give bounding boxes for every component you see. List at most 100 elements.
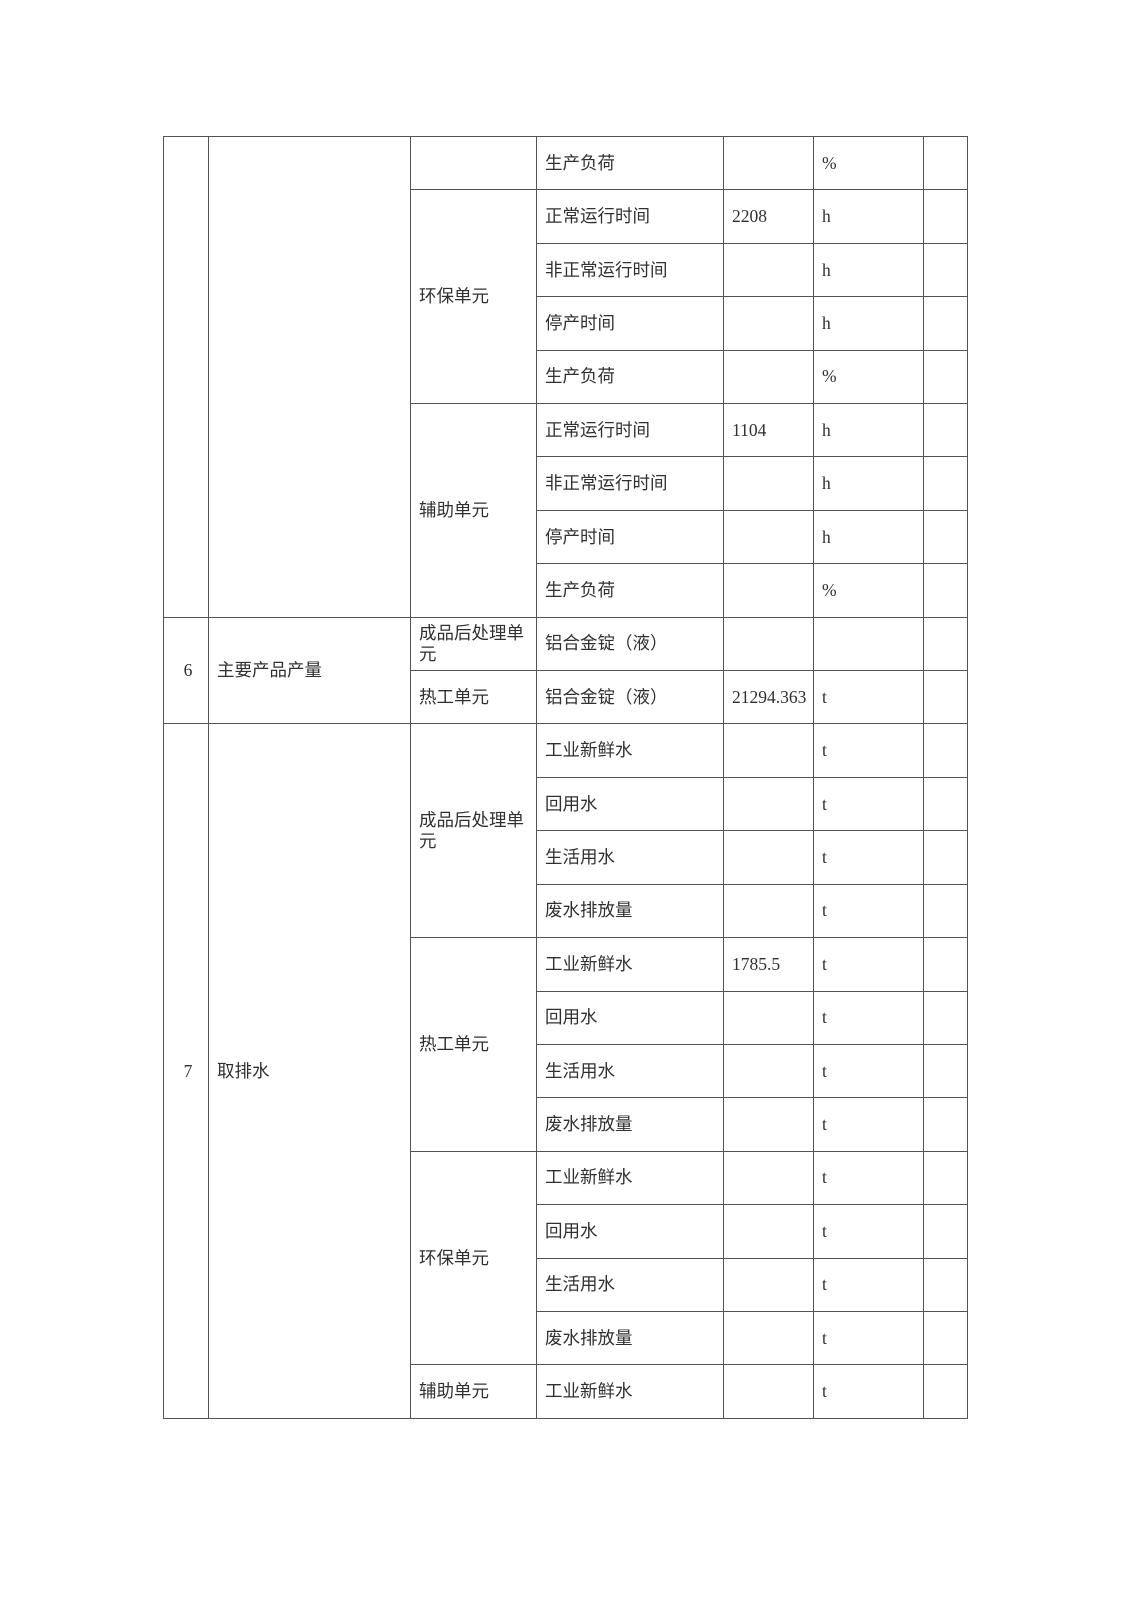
unit-cell: t	[813, 883, 924, 939]
unit-cell: %	[813, 563, 924, 618]
value-cell	[723, 1043, 814, 1099]
table-row: 生产负荷 %	[164, 563, 968, 618]
unit-cell: t	[813, 1043, 924, 1099]
unit-cell	[813, 616, 924, 672]
unit-group-cell: 热工单元	[410, 937, 537, 1152]
remark-cell	[923, 1043, 968, 1099]
remark-cell	[923, 403, 968, 458]
item-cell: 铝合金锭（液）	[536, 616, 724, 672]
item-cell: 停产时间	[536, 296, 724, 351]
remark-cell	[923, 563, 968, 618]
table-row: 废水排放量 t	[164, 1310, 968, 1366]
value-cell	[723, 509, 814, 565]
remark-cell	[923, 135, 968, 191]
section-index-cell	[163, 136, 209, 618]
unit-group-cell: 热工单元	[410, 670, 537, 725]
unit-group-cell: 辅助单元	[410, 1364, 537, 1419]
table-row: 辅助单元 工业新鲜水 t	[164, 1364, 968, 1419]
item-cell: 生产负荷	[536, 135, 724, 191]
remark-cell	[923, 509, 968, 565]
section-index-cell: 7	[163, 723, 209, 1419]
value-cell	[723, 242, 814, 298]
unit-cell: h	[813, 189, 924, 244]
table-row: 非正常运行时间 h	[164, 456, 968, 511]
table-row: 辅助单元 正常运行时间 1104 h	[164, 403, 968, 618]
unit-cell: t	[813, 723, 924, 778]
remark-cell	[923, 616, 968, 672]
unit-cell: t	[813, 937, 924, 992]
remark-cell	[923, 937, 968, 992]
item-cell: 生产负荷	[536, 349, 724, 405]
value-cell	[723, 456, 814, 511]
remark-cell	[923, 189, 968, 244]
unit-cell: t	[813, 1204, 924, 1259]
table-row: 生活用水 t	[164, 1257, 968, 1312]
unit-cell: t	[813, 990, 924, 1045]
value-cell	[723, 723, 814, 778]
unit-cell: t	[813, 670, 924, 725]
table-row: 回用水 t	[164, 1204, 968, 1259]
value-cell	[723, 1364, 814, 1419]
remark-cell	[923, 349, 968, 405]
value-cell	[723, 990, 814, 1045]
report-table: 生产负荷 % 环保单元 正常运行时间 2208 h 非正常运行时间 h 停产时间…	[163, 135, 968, 1419]
table-row: 生活用水 t	[164, 830, 968, 885]
remark-cell	[923, 1150, 968, 1206]
item-cell: 废水排放量	[536, 1310, 724, 1366]
remark-cell	[923, 1310, 968, 1366]
value-cell: 21294.363	[723, 670, 814, 725]
item-cell: 废水排放量	[536, 1097, 724, 1152]
section-category-cell	[208, 136, 411, 618]
value-cell	[723, 1204, 814, 1259]
unit-group-cell: 辅助单元	[410, 403, 537, 618]
value-cell	[723, 1097, 814, 1152]
table-row: 7 取排水 成品后处理单元 工业新鲜水 t	[163, 723, 968, 1419]
unit-cell: %	[813, 349, 924, 405]
item-cell: 回用水	[536, 1204, 724, 1259]
table-row: 废水排放量 t	[164, 883, 968, 939]
value-cell	[723, 1150, 814, 1206]
unit-cell: h	[813, 242, 924, 298]
unit-cell: h	[813, 403, 924, 458]
item-cell: 工业新鲜水	[536, 723, 724, 778]
table-row: 非正常运行时间 h	[164, 242, 968, 298]
remark-cell	[923, 242, 968, 298]
value-cell	[723, 830, 814, 885]
item-cell: 生产负荷	[536, 563, 724, 618]
remark-cell	[923, 296, 968, 351]
item-cell: 生活用水	[536, 1257, 724, 1312]
value-cell	[723, 563, 814, 618]
item-cell: 工业新鲜水	[536, 1150, 724, 1206]
table-row: 生产负荷 %	[164, 349, 968, 405]
value-cell	[723, 883, 814, 939]
table-row: 停产时间 h	[164, 296, 968, 351]
unit-group-cell: 成品后处理单元	[410, 723, 537, 939]
remark-cell	[923, 456, 968, 511]
value-cell	[723, 776, 814, 832]
unit-cell: t	[813, 1150, 924, 1206]
item-cell: 正常运行时间	[536, 189, 724, 244]
unit-group-cell: 环保单元	[410, 189, 537, 405]
table-row: 回用水 t	[164, 990, 968, 1045]
item-cell: 工业新鲜水	[536, 937, 724, 992]
remark-cell	[923, 1257, 968, 1312]
item-cell: 回用水	[536, 776, 724, 832]
table-row: 热工单元 铝合金锭（液） 21294.363 t	[164, 670, 968, 725]
item-cell: 生活用水	[536, 1043, 724, 1099]
unit-cell: %	[813, 135, 924, 191]
remark-cell	[923, 776, 968, 832]
item-cell: 生活用水	[536, 830, 724, 885]
section-index-cell: 6	[163, 616, 209, 725]
value-cell	[723, 616, 814, 672]
item-cell: 非正常运行时间	[536, 242, 724, 298]
value-cell	[723, 349, 814, 405]
table-row: 废水排放量 t	[164, 1097, 968, 1152]
section-category-cell: 取排水	[208, 723, 411, 1419]
remark-cell	[923, 1204, 968, 1259]
item-cell: 废水排放量	[536, 883, 724, 939]
table-row: 环保单元 正常运行时间 2208 h	[164, 189, 968, 405]
unit-cell: t	[813, 830, 924, 885]
value-cell	[723, 1257, 814, 1312]
unit-group-cell	[410, 135, 537, 191]
